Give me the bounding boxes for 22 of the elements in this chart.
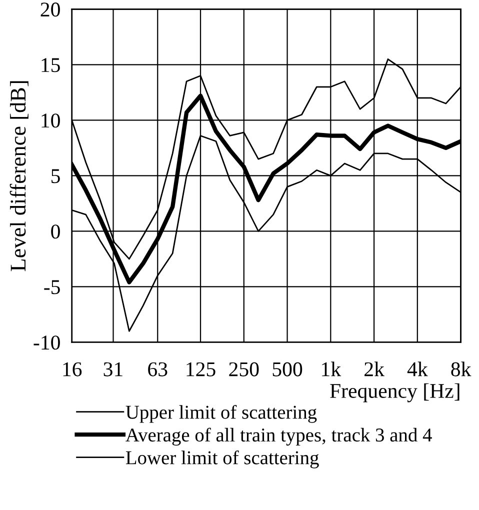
legend-label: Upper limit of scattering <box>126 404 317 423</box>
x-tick-label: 1k <box>322 362 342 376</box>
x-tick-label: 4k <box>407 362 428 376</box>
y-tick-label: 5 <box>52 169 60 184</box>
x-tick-label: 250 <box>229 362 259 376</box>
y-tick-label: -5 <box>44 280 60 294</box>
x-tick-label: 8k <box>451 362 472 376</box>
y-tick-label: -10 <box>34 336 60 350</box>
y-tick-label: 10 <box>42 114 60 128</box>
x-tick-label: 125 <box>186 362 216 376</box>
x-tick-label: 500 <box>272 362 302 376</box>
x-tick-label: 2k <box>364 362 384 376</box>
x-axis-title: Frequency [Hz] <box>330 383 460 402</box>
x-tick-label: 31 <box>104 362 122 376</box>
legend-label: Average of all train types, track 3 and 4 <box>126 428 432 446</box>
legend-label: Lower limit of scattering <box>126 450 319 468</box>
x-tick-label: 16 <box>63 362 82 376</box>
y-tick-label: 20 <box>40 2 60 17</box>
y-axis-title: Level difference [dB] <box>10 81 28 272</box>
y-tick-label: 0 <box>51 224 60 239</box>
y-tick-label: 15 <box>42 58 60 72</box>
x-tick-label: 63 <box>148 362 168 376</box>
